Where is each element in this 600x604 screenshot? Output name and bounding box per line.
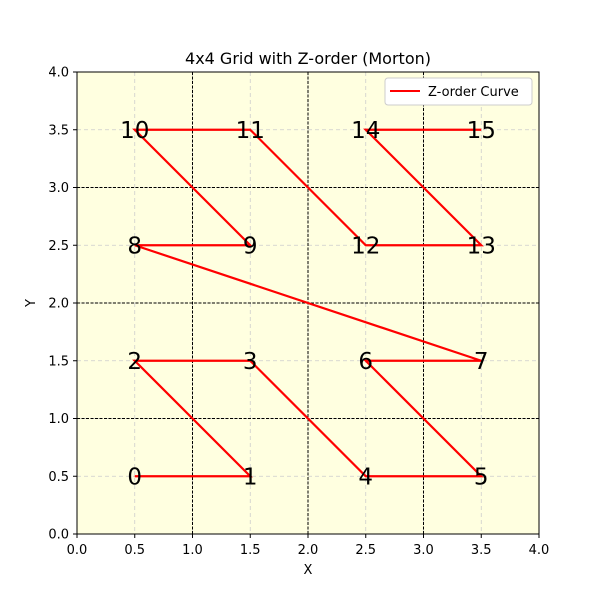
cell-index-label: 15 — [467, 118, 496, 144]
x-tick-label: 0.5 — [124, 543, 145, 558]
cell-index-label: 0 — [127, 464, 142, 490]
x-tick-label: 2.5 — [355, 543, 376, 558]
cell-index-label: 7 — [474, 349, 489, 375]
x-tick-label: 2.0 — [298, 543, 319, 558]
cell-index-label: 6 — [358, 349, 373, 375]
cell-index-label: 2 — [127, 349, 142, 375]
chart-title: 4x4 Grid with Z-order (Morton) — [185, 49, 431, 68]
legend: Z-order Curve — [384, 77, 533, 106]
y-tick-label: 1.5 — [48, 354, 69, 369]
x-tick-label: 0.0 — [67, 543, 88, 558]
y-axis-label: Y — [24, 299, 39, 308]
cell-index-label: 5 — [474, 464, 489, 490]
z-order-curve-line — [132, 128, 484, 478]
y-tick-label: 1.0 — [48, 412, 69, 427]
cell-index-label: 12 — [351, 233, 380, 259]
x-tick-label: 3.5 — [471, 543, 492, 558]
cell-index-label: 10 — [120, 118, 149, 144]
y-tick-label: 4.0 — [48, 66, 69, 81]
y-tick-label: 0.5 — [48, 470, 69, 485]
x-tick-label: 1.5 — [240, 543, 261, 558]
x-axis-label: X — [304, 563, 313, 578]
cell-index-label: 13 — [467, 233, 496, 259]
cell-index-label: 14 — [351, 118, 380, 144]
legend-label: Z-order Curve — [428, 85, 519, 100]
series-layer — [132, 128, 484, 478]
cell-index-label: 8 — [127, 233, 142, 259]
x-tick-label: 1.0 — [182, 543, 203, 558]
cell-index-label: 3 — [243, 349, 258, 375]
y-tick-label: 3.0 — [48, 181, 69, 196]
legend-box — [384, 77, 533, 106]
y-tick-label: 3.5 — [48, 123, 69, 138]
ticks-layer: 0.0 0.5 1.0 1.5 2.0 2.5 3.0 3.5 4.0 0.0 0.5 1.0 1.5 2… — [48, 66, 549, 559]
cell-index-label: 11 — [236, 118, 265, 144]
x-tick-label: 3.0 — [413, 543, 434, 558]
y-tick-label: 2.0 — [48, 297, 69, 312]
cell-index-label: 1 — [243, 464, 258, 490]
y-tick-label: 2.5 — [48, 239, 69, 254]
cell-index-label: 4 — [358, 464, 373, 490]
x-tick-label: 4.0 — [529, 543, 550, 558]
y-tick-label: 0.0 — [48, 528, 69, 543]
cell-index-label: 9 — [243, 233, 258, 259]
